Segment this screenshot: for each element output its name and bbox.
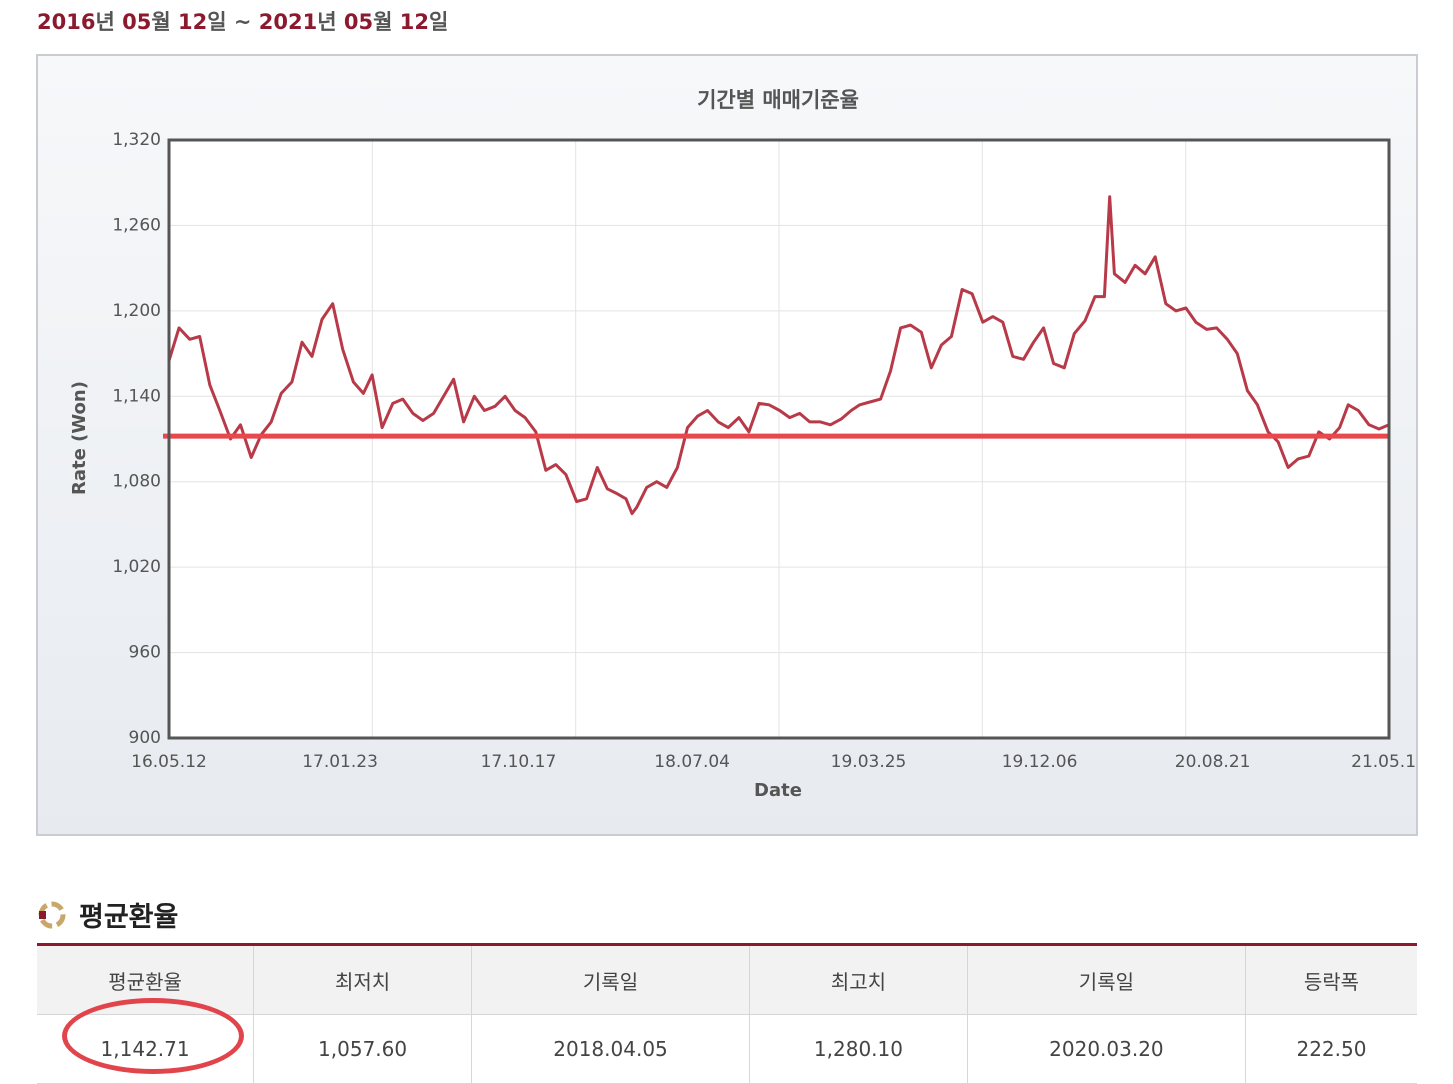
x-tick-label: 20.08.21 bbox=[1175, 752, 1251, 772]
rate-line bbox=[167, 195, 1390, 516]
column-header: 최저치 bbox=[253, 944, 472, 1015]
y-tick-label: 1,140 bbox=[112, 386, 161, 406]
x-tick-label: 16.05.12 bbox=[131, 752, 207, 772]
table-cell: 2018.04.05 bbox=[470, 1014, 751, 1084]
x-tick-label: 18.07.04 bbox=[654, 752, 730, 772]
y-tick-label: 1,020 bbox=[112, 557, 161, 577]
plot-frame bbox=[167, 138, 1391, 740]
x-tick-label: 19.03.25 bbox=[831, 752, 907, 772]
date-part: 2016 bbox=[37, 10, 96, 34]
highlight-ellipse bbox=[62, 998, 244, 1074]
x-axis-label: Date bbox=[754, 780, 802, 801]
table-cell: 1,280.10 bbox=[749, 1014, 968, 1084]
column-header: 최고치 bbox=[749, 944, 968, 1015]
y-tick-label: 1,260 bbox=[112, 215, 161, 235]
date-part: 05 bbox=[343, 10, 374, 34]
marks bbox=[163, 195, 1390, 516]
date-part: 12 bbox=[177, 10, 208, 34]
summary-table: 평균환율 최저치 기록일 최고치 기록일 등락폭 1,142.71 1,057.60 2018.… bbox=[37, 943, 1417, 1084]
y-tick-label: 1,080 bbox=[112, 472, 161, 492]
date-part: 년 bbox=[317, 10, 344, 34]
y-tick-label: 1,320 bbox=[112, 130, 161, 150]
date-part: 월 bbox=[373, 10, 400, 34]
section-heading: 평균환율 bbox=[37, 895, 178, 934]
date-part: 월 bbox=[151, 10, 178, 34]
x-tick-label: 19.12.06 bbox=[1002, 752, 1078, 772]
section-icon bbox=[38, 901, 66, 928]
date-part: 2021 bbox=[258, 10, 318, 34]
date-range: 2016년 05월 12일 ~ 2021년 05월 12일 bbox=[37, 6, 448, 36]
x-tick-label: 21.05.12 bbox=[1351, 752, 1427, 772]
table-cell: 222.50 bbox=[1244, 1014, 1417, 1084]
date-part: 05 bbox=[122, 10, 152, 34]
date-part: 12 bbox=[399, 10, 429, 34]
date-part: 년 bbox=[95, 10, 123, 34]
date-part: 일 ~ bbox=[207, 10, 259, 34]
x-tick-label: 17.10.17 bbox=[481, 752, 557, 772]
column-header: 기록일 bbox=[470, 944, 751, 1015]
y-tick-label: 960 bbox=[129, 643, 161, 663]
table-row: 1,142.71 1,057.60 2018.04.05 1,280.10 2020.0… bbox=[37, 1014, 1417, 1084]
chart-title: 기간별 매매기준율 bbox=[697, 88, 859, 112]
chart: 기간별 매매기준율 Date Rate (Won) 16.05.12 17.01.… bbox=[36, 54, 1427, 836]
column-header: 등락폭 bbox=[1244, 944, 1417, 1015]
x-tick-labels: 16.05.12 17.01.23 17.10.17 18.07.04 19.03.25… bbox=[131, 752, 1427, 772]
x-tick-label: 17.01.23 bbox=[302, 752, 378, 772]
section-title: 평균환율 bbox=[79, 902, 179, 933]
column-header: 평균환율 bbox=[37, 944, 255, 1015]
y-tick-label: 900 bbox=[129, 728, 161, 748]
y-tick-label: 1,200 bbox=[112, 301, 161, 321]
y-axis-label: Rate (Won) bbox=[69, 381, 90, 495]
table-cell: 2020.03.20 bbox=[966, 1014, 1246, 1084]
column-header: 기록일 bbox=[966, 944, 1246, 1015]
table-cell: 1,057.60 bbox=[253, 1014, 472, 1084]
date-part: 일 bbox=[428, 10, 449, 34]
